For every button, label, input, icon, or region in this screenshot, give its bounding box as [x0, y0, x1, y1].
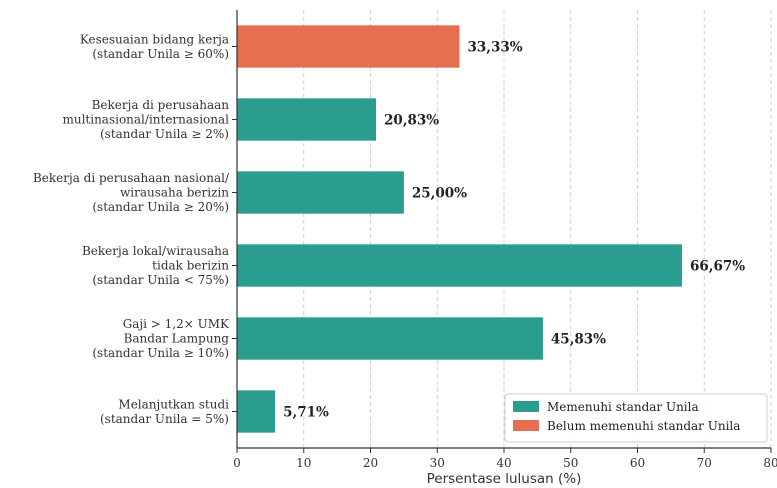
bar	[237, 390, 276, 433]
bars	[237, 25, 683, 433]
legend-label: Memenuhi standar Unila	[547, 400, 699, 414]
x-tick-label: 50	[563, 456, 578, 470]
axes	[232, 10, 772, 453]
category-labels: Kesesuaian bidang kerja (standar Unila ≥ …	[33, 32, 230, 426]
x-tick-label: 10	[296, 456, 311, 470]
bar	[237, 25, 460, 68]
value-label: 45,83%	[551, 332, 606, 348]
x-tick-label: 80	[763, 456, 777, 470]
category-label: Bekerja di perusahaan multinasional/inter…	[62, 98, 229, 141]
value-label: 20,83%	[384, 113, 439, 129]
value-labels: 33,33% 20,83% 25,00% 66,67% 45,83% 5,71%	[283, 40, 745, 421]
value-label: 25,00%	[412, 186, 467, 202]
value-label: 66,67%	[690, 259, 745, 275]
legend-box	[504, 393, 768, 443]
x-tick-label: 0	[233, 456, 241, 470]
bar	[237, 317, 543, 360]
bar	[237, 171, 404, 214]
legend: Memenuhi standar Unila Belum memenuhi sta…	[504, 393, 768, 443]
x-tick-labels: 0 10 20 30 40 50 60 70 80	[233, 456, 777, 470]
x-tick-label: 20	[363, 456, 378, 470]
gridlines	[303, 10, 772, 448]
category-label: Melanjutkan studi (standar Unila = 5%)	[100, 397, 229, 426]
bar	[237, 98, 377, 141]
x-tick-label: 70	[697, 456, 712, 470]
legend-label: Belum memenuhi standar Unila	[547, 419, 740, 433]
category-label: Kesesuaian bidang kerja (standar Unila ≥ …	[80, 32, 229, 61]
x-tick-label: 40	[496, 456, 511, 470]
x-tick-label: 60	[630, 456, 645, 470]
category-label: Bekerja lokal/wirausaha tidak berizin (sta…	[82, 244, 229, 287]
legend-swatch	[513, 401, 539, 412]
category-label: Bekerja di perusahaan nasional/wirausaha…	[33, 171, 230, 214]
value-label: 5,71%	[283, 405, 329, 421]
legend-swatch	[513, 420, 539, 431]
bar	[237, 244, 683, 287]
x-tick-label: 30	[430, 456, 445, 470]
value-label: 33,33%	[467, 40, 522, 56]
category-label: Gaji > 1,2× UMK Bandar Lampung (standar Un…	[92, 317, 230, 360]
x-axis-title: Persentase lulusan (%)	[427, 471, 582, 487]
